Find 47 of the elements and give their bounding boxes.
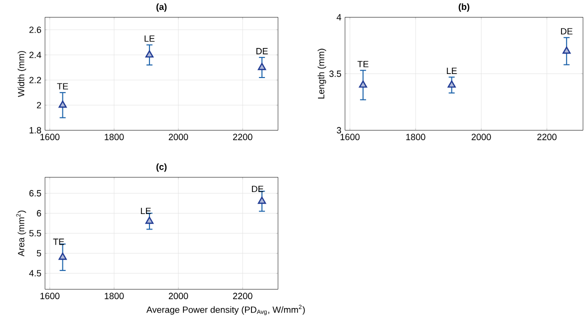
y-tick-label: 5.5 (29, 230, 42, 236)
x-tick-label: 1800 (104, 134, 124, 140)
y-axis-title: Width (mm) (18, 50, 26, 97)
point (258, 196, 266, 204)
annotation: TE (57, 83, 68, 90)
chart-title: (a) (156, 3, 167, 12)
y-tick-label: 3 (336, 126, 342, 134)
x-tick-label: 1800 (406, 134, 426, 140)
y-tick-label: 2.4 (29, 52, 42, 58)
point (145, 216, 154, 224)
y-tick-label: 1.8 (30, 126, 42, 134)
y-tick-label: 4.5 (29, 270, 42, 276)
y-tick-label: 5 (36, 250, 42, 256)
y-axis-title: Length (mm) (318, 48, 326, 98)
point (258, 62, 266, 70)
annotation: LE (144, 35, 155, 42)
annotation: TE (53, 238, 64, 245)
x-tick-label: 1600 (40, 134, 60, 140)
annotation: TE (358, 60, 368, 68)
y-tick-label: 2 (36, 102, 42, 108)
point (58, 100, 67, 108)
point (145, 50, 154, 58)
x-tick-label: 2200 (233, 134, 252, 140)
x-tick-label: 1600 (340, 134, 360, 140)
annotation: DE (252, 186, 264, 192)
y-tick-label: 6 (36, 210, 42, 216)
x-tick-label: 2000 (168, 292, 188, 300)
x-tick-label: 2200 (537, 134, 557, 140)
y-tick-label: 2.6 (29, 26, 42, 33)
x-tick-label: 1600 (40, 292, 60, 300)
y-tick-label: 6.5 (29, 190, 42, 196)
x-tick-label: 2000 (168, 134, 188, 140)
x-axis-title: Average Power density (PD$_{Avg}$, W/mm$^{2}$) (146, 304, 305, 315)
chart-title: (c) (156, 163, 167, 172)
x-tick-label: 2000 (472, 134, 491, 140)
y-axis-title: Area (mm$^{2}$) (16, 210, 26, 256)
annotation: LE (140, 208, 151, 214)
y-tick-label: 3.5 (329, 70, 342, 77)
annotation: LE (446, 68, 457, 74)
x-tick-label: 2200 (233, 292, 252, 300)
y-tick-label: 4 (336, 14, 342, 20)
point (58, 252, 67, 260)
annotation: DE (561, 28, 572, 34)
y-tick-label: 2.2 (29, 76, 42, 84)
x-tick-label: 1800 (104, 292, 124, 300)
chart-title: (b) (458, 3, 470, 12)
annotation: DE (256, 48, 268, 54)
